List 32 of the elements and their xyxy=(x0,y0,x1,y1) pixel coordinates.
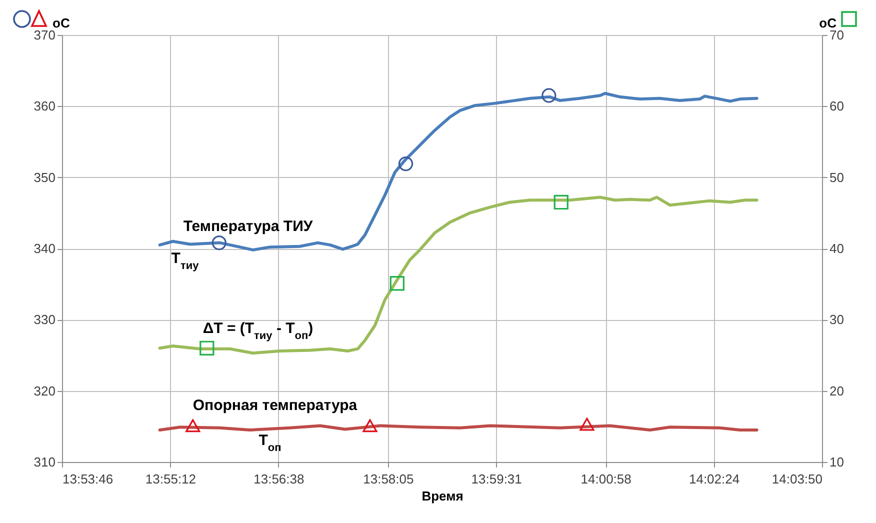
y-tick-label: 370 xyxy=(34,28,56,42)
line-series xyxy=(158,196,758,355)
y2-axis-title: oC xyxy=(819,16,838,30)
x-tick-label: 14:00:58 xyxy=(580,472,632,486)
annotation: T$_{оп}$ xyxy=(258,432,282,454)
annotation: ΔT = (T$_{тиу}$ - T$_{оп}$) xyxy=(202,320,314,342)
y-tick-label: 310 xyxy=(34,454,56,470)
x-axis-title: Время xyxy=(422,488,464,504)
annotation: Температура ТИУ xyxy=(183,218,314,235)
x-tick-label: 14:03:50 xyxy=(772,472,822,486)
y2-tick-label: 60 xyxy=(830,98,844,114)
y-tick-label: 340 xyxy=(34,241,56,256)
y-axis-title: oC xyxy=(52,16,70,30)
y2-tick-label: 30 xyxy=(830,312,844,328)
x-tick-label: 13:56:38 xyxy=(254,472,304,486)
y-tick-label: 360 xyxy=(34,98,56,114)
line-series xyxy=(158,92,758,252)
y-tick-label: 320 xyxy=(34,383,56,398)
y-tick-label: 350 xyxy=(34,170,56,185)
x-tick-label: 14:02:24 xyxy=(688,472,740,486)
x-tick-label: 13:53:46 xyxy=(62,472,114,486)
x-tick-label: 13:58:05 xyxy=(363,472,414,486)
y-tick-label: 330 xyxy=(34,312,56,328)
annotation: T$_{тиу}$ xyxy=(171,250,200,272)
annotation: Опорная температура xyxy=(192,397,358,414)
x-tick-label: 13:55:12 xyxy=(145,472,196,486)
y2-tick-label: 20 xyxy=(830,383,844,398)
y2-tick-label: 50 xyxy=(830,170,844,185)
y2-tick-label: 10 xyxy=(830,454,844,470)
y2-tick-label: 70 xyxy=(830,28,844,42)
x-tick-label: 13:59:31 xyxy=(471,472,522,486)
y2-tick-label: 40 xyxy=(830,241,844,256)
